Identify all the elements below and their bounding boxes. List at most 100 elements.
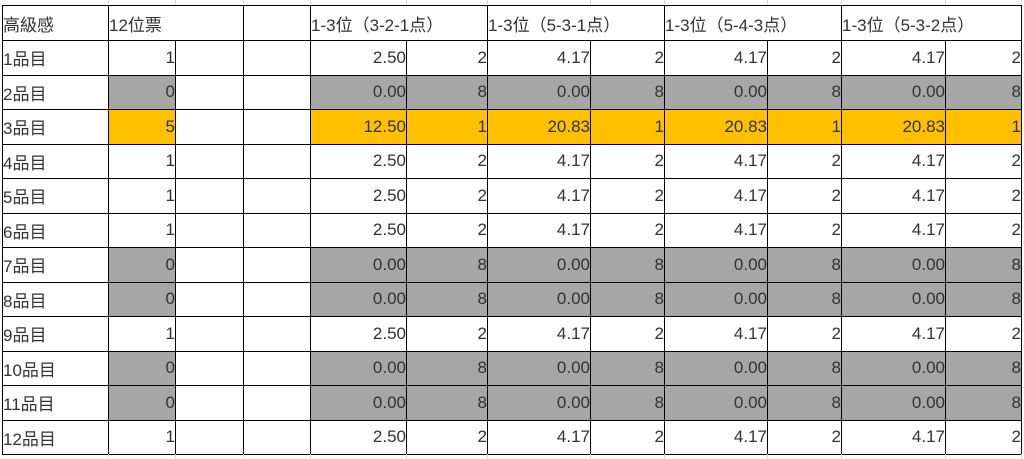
rank-543-cell[interactable]: 2 bbox=[767, 212, 842, 248]
rank-532-cell[interactable]: 2 bbox=[945, 212, 1022, 248]
score-531-cell[interactable]: 4.17 bbox=[487, 40, 591, 76]
score-531-cell[interactable]: 4.17 bbox=[487, 419, 591, 455]
rank-321-cell[interactable]: 2 bbox=[406, 178, 488, 214]
rank-543-cell[interactable]: 2 bbox=[767, 316, 842, 352]
blank-cell[interactable] bbox=[175, 281, 244, 317]
item-label-cell[interactable]: 4品目 bbox=[2, 143, 109, 179]
score-321-cell[interactable]: 2.50 bbox=[310, 40, 407, 76]
rank-543-cell[interactable]: 8 bbox=[767, 350, 842, 386]
header-group-531-cell[interactable]: 1-3位（5-3-1点） bbox=[487, 5, 665, 41]
rank-321-cell[interactable]: 2 bbox=[406, 419, 488, 455]
item-label-cell[interactable]: 11品目 bbox=[2, 385, 109, 421]
rank-531-cell[interactable]: 2 bbox=[590, 40, 665, 76]
score-532-cell[interactable]: 20.83 bbox=[841, 109, 946, 145]
rank-532-cell[interactable]: 2 bbox=[945, 178, 1022, 214]
rank-531-cell[interactable]: 8 bbox=[590, 385, 665, 421]
votes-cell[interactable]: 0 bbox=[108, 247, 176, 283]
blank-cell[interactable] bbox=[243, 247, 311, 283]
rank-532-cell[interactable]: 8 bbox=[945, 281, 1022, 317]
item-label-cell[interactable]: 2品目 bbox=[2, 74, 109, 110]
score-543-cell[interactable]: 4.17 bbox=[664, 143, 768, 179]
blank-cell[interactable] bbox=[243, 74, 311, 110]
score-543-cell[interactable]: 4.17 bbox=[664, 316, 768, 352]
votes-cell[interactable]: 5 bbox=[108, 109, 176, 145]
votes-cell[interactable]: 1 bbox=[108, 40, 176, 76]
rank-321-cell[interactable]: 8 bbox=[406, 281, 488, 317]
blank-cell[interactable] bbox=[243, 281, 311, 317]
score-532-cell[interactable]: 0.00 bbox=[841, 74, 946, 110]
rank-321-cell[interactable]: 8 bbox=[406, 385, 488, 421]
score-543-cell[interactable]: 20.83 bbox=[664, 109, 768, 145]
blank-cell[interactable] bbox=[243, 178, 311, 214]
blank-cell[interactable] bbox=[175, 316, 244, 352]
votes-cell[interactable]: 0 bbox=[108, 281, 176, 317]
score-543-cell[interactable]: 0.00 bbox=[664, 247, 768, 283]
rank-321-cell[interactable]: 8 bbox=[406, 74, 488, 110]
score-532-cell[interactable]: 4.17 bbox=[841, 40, 946, 76]
score-321-cell[interactable]: 0.00 bbox=[310, 281, 407, 317]
rank-543-cell[interactable]: 8 bbox=[767, 247, 842, 283]
rank-543-cell[interactable]: 2 bbox=[767, 178, 842, 214]
score-531-cell[interactable]: 4.17 bbox=[487, 178, 591, 214]
score-531-cell[interactable]: 4.17 bbox=[487, 212, 591, 248]
score-531-cell[interactable]: 0.00 bbox=[487, 74, 591, 110]
rank-543-cell[interactable]: 2 bbox=[767, 143, 842, 179]
score-321-cell[interactable]: 0.00 bbox=[310, 247, 407, 283]
rank-321-cell[interactable]: 8 bbox=[406, 350, 488, 386]
header-group-532-cell[interactable]: 1-3位（5-3-2点） bbox=[841, 5, 1022, 41]
votes-cell[interactable]: 0 bbox=[108, 74, 176, 110]
score-543-cell[interactable]: 0.00 bbox=[664, 74, 768, 110]
score-321-cell[interactable]: 2.50 bbox=[310, 316, 407, 352]
score-532-cell[interactable]: 0.00 bbox=[841, 281, 946, 317]
header-spacer-cell[interactable] bbox=[243, 5, 311, 41]
score-531-cell[interactable]: 4.17 bbox=[487, 316, 591, 352]
score-543-cell[interactable]: 4.17 bbox=[664, 178, 768, 214]
blank-cell[interactable] bbox=[243, 350, 311, 386]
blank-cell[interactable] bbox=[175, 419, 244, 455]
score-321-cell[interactable]: 12.50 bbox=[310, 109, 407, 145]
votes-cell[interactable]: 1 bbox=[108, 419, 176, 455]
score-321-cell[interactable]: 2.50 bbox=[310, 178, 407, 214]
rank-531-cell[interactable]: 2 bbox=[590, 178, 665, 214]
rank-543-cell[interactable]: 8 bbox=[767, 74, 842, 110]
votes-cell[interactable]: 1 bbox=[108, 316, 176, 352]
rank-532-cell[interactable]: 2 bbox=[945, 419, 1022, 455]
rank-543-cell[interactable]: 2 bbox=[767, 419, 842, 455]
blank-cell[interactable] bbox=[175, 247, 244, 283]
votes-cell[interactable]: 1 bbox=[108, 212, 176, 248]
rank-531-cell[interactable]: 2 bbox=[590, 316, 665, 352]
rank-543-cell[interactable]: 2 bbox=[767, 40, 842, 76]
item-label-cell[interactable]: 1品目 bbox=[2, 40, 109, 76]
blank-cell[interactable] bbox=[243, 109, 311, 145]
item-label-cell[interactable]: 6品目 bbox=[2, 212, 109, 248]
blank-cell[interactable] bbox=[243, 143, 311, 179]
score-531-cell[interactable]: 0.00 bbox=[487, 385, 591, 421]
rank-532-cell[interactable]: 2 bbox=[945, 143, 1022, 179]
rank-532-cell[interactable]: 8 bbox=[945, 385, 1022, 421]
blank-cell[interactable] bbox=[175, 178, 244, 214]
score-321-cell[interactable]: 0.00 bbox=[310, 74, 407, 110]
rank-532-cell[interactable]: 8 bbox=[945, 74, 1022, 110]
votes-cell[interactable]: 1 bbox=[108, 178, 176, 214]
score-321-cell[interactable]: 0.00 bbox=[310, 350, 407, 386]
item-label-cell[interactable]: 7品目 bbox=[2, 247, 109, 283]
rank-531-cell[interactable]: 2 bbox=[590, 212, 665, 248]
rank-321-cell[interactable]: 8 bbox=[406, 247, 488, 283]
score-531-cell[interactable]: 0.00 bbox=[487, 281, 591, 317]
item-label-cell[interactable]: 3品目 bbox=[2, 109, 109, 145]
votes-cell[interactable]: 0 bbox=[108, 350, 176, 386]
score-532-cell[interactable]: 4.17 bbox=[841, 419, 946, 455]
header-group-321-cell[interactable]: 1-3位（3-2-1点） bbox=[310, 5, 488, 41]
blank-cell[interactable] bbox=[175, 385, 244, 421]
item-label-cell[interactable]: 12品目 bbox=[2, 419, 109, 455]
score-532-cell[interactable]: 4.17 bbox=[841, 143, 946, 179]
rank-532-cell[interactable]: 8 bbox=[945, 350, 1022, 386]
rank-532-cell[interactable]: 2 bbox=[945, 40, 1022, 76]
item-label-cell[interactable]: 9品目 bbox=[2, 316, 109, 352]
blank-cell[interactable] bbox=[243, 316, 311, 352]
rank-531-cell[interactable]: 2 bbox=[590, 419, 665, 455]
blank-cell[interactable] bbox=[175, 212, 244, 248]
rank-543-cell[interactable]: 8 bbox=[767, 385, 842, 421]
item-label-cell[interactable]: 8品目 bbox=[2, 281, 109, 317]
header-title-cell[interactable]: 高級感 bbox=[2, 5, 109, 41]
